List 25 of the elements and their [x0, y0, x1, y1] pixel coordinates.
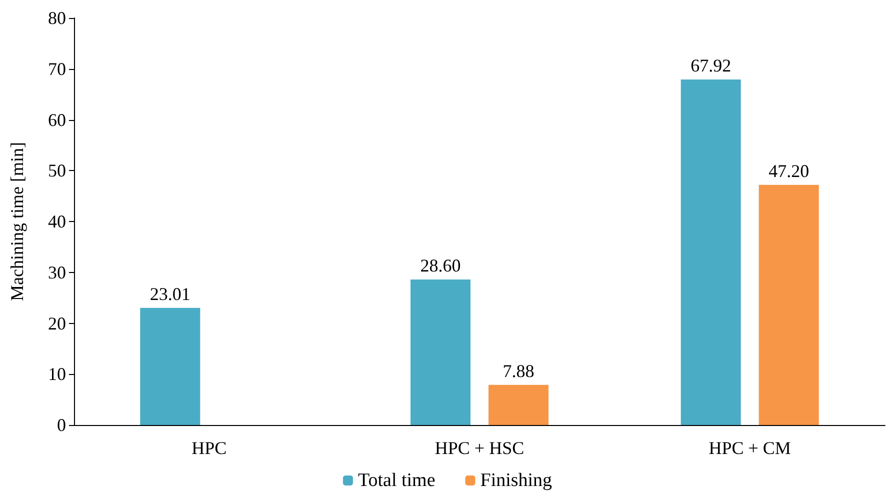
x-tick-label: HPC + HSC — [434, 438, 524, 458]
y-tick-label: 20 — [48, 313, 66, 334]
bar — [410, 280, 470, 425]
y-tick-label: 70 — [48, 58, 66, 79]
legend-label: Finishing — [480, 470, 553, 491]
bar — [758, 184, 819, 425]
y-tick-label: 80 — [48, 8, 66, 28]
y-tick-label: 50 — [48, 160, 66, 181]
y-tick-label: 60 — [48, 110, 66, 130]
text: 7.88 — [502, 360, 534, 381]
x-tick-label: HPC — [192, 438, 227, 458]
y-tick-label: 10 — [48, 364, 66, 384]
bar — [488, 384, 548, 425]
bar — [140, 308, 200, 425]
text: 67.92 — [690, 55, 732, 76]
y-axis-title: Machining time [min] — [7, 142, 27, 301]
legend-label: Total time — [358, 470, 436, 491]
text: 28.60 — [420, 255, 461, 276]
y-tick-label: 40 — [48, 212, 66, 232]
y-tick-label: 0 — [57, 415, 66, 435]
y-tick-label: 30 — [48, 262, 66, 282]
text: 47.20 — [768, 160, 810, 181]
text: 23.01 — [150, 284, 190, 304]
x-tick-label: HPC + CM — [708, 438, 791, 458]
bar — [680, 79, 741, 425]
